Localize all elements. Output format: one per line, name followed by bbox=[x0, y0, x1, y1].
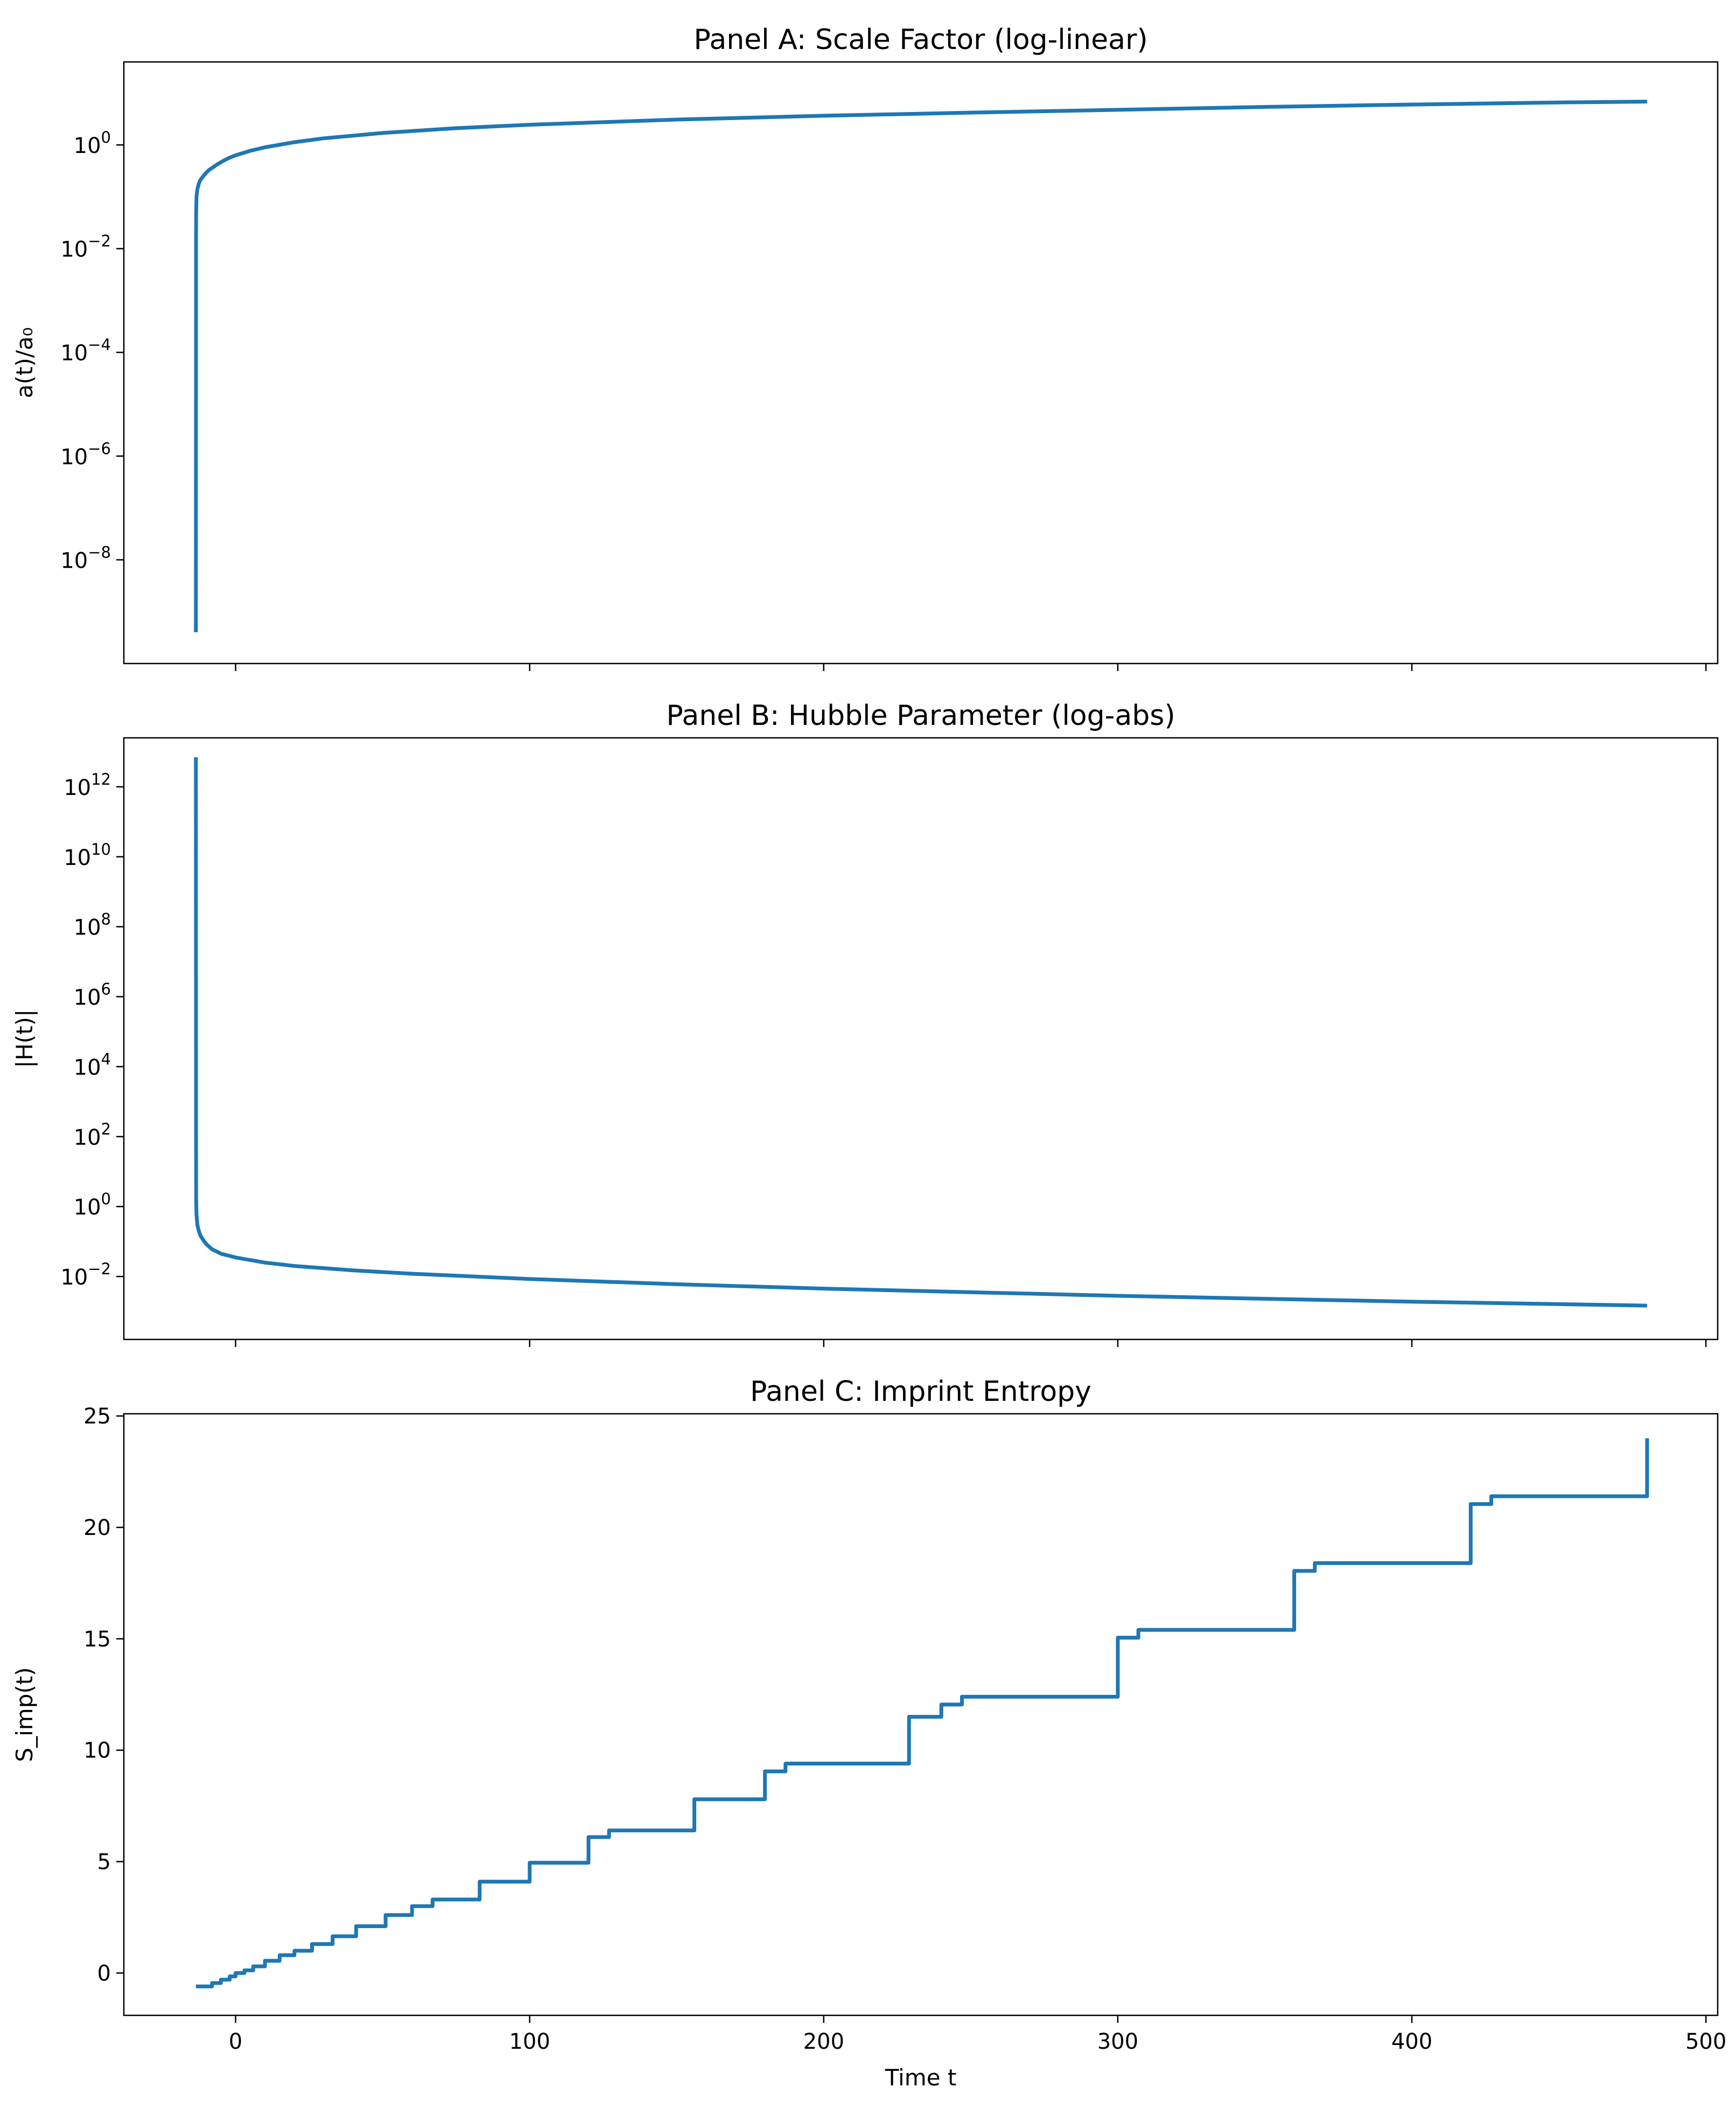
panel-c-y-tick-label: 25 bbox=[83, 1404, 111, 1429]
panel-c-title: Panel C: Imprint Entropy bbox=[750, 1376, 1091, 1408]
panel-c-x-tick-label: 0 bbox=[229, 2029, 242, 2054]
panel-b-y-tick-label: 10−2 bbox=[60, 1260, 111, 1290]
panel-c-x-tick-label: 500 bbox=[1685, 2029, 1726, 2054]
panel-b-y-tick-label: 104 bbox=[74, 1050, 111, 1080]
panel-a-y-tick-label: 10−2 bbox=[60, 232, 111, 262]
panel-b-y-axis-label: |H(t)| bbox=[11, 1009, 38, 1068]
panel-c-x-tick-label: 100 bbox=[509, 2029, 550, 2054]
panel-b-y-tick-label: 100 bbox=[74, 1190, 111, 1220]
panel-c-x-axis-label: Time t bbox=[885, 2064, 957, 2091]
panel-b: Panel B: Hubble Parameter (log-abs) |H(t)… bbox=[11, 700, 1719, 1347]
panel-c-y-tick-label: 0 bbox=[97, 1961, 111, 1986]
panel-a-y-tick-label: 10−8 bbox=[60, 543, 111, 573]
panel-c-y-tick-label: 15 bbox=[83, 1627, 111, 1652]
panel-b-y-tick-label: 1012 bbox=[64, 770, 111, 800]
panel-b-y-tick-label: 108 bbox=[74, 910, 111, 940]
panel-b-frame bbox=[123, 737, 1719, 1341]
panel-b-y-tick-label: 106 bbox=[74, 980, 111, 1010]
panel-c-frame bbox=[123, 1413, 1719, 2016]
panel-a-y-axis-label: a(t)/a₀ bbox=[11, 327, 38, 399]
panel-a-frame bbox=[123, 61, 1719, 665]
panel-c-y-tick-label: 20 bbox=[83, 1516, 111, 1540]
panel-a-title: Panel A: Scale Factor (log-linear) bbox=[694, 24, 1147, 56]
panel-a: Panel A: Scale Factor (log-linear) a(t)/a… bbox=[11, 24, 1719, 671]
panel-a-series-line bbox=[194, 100, 1647, 633]
panel-c-x-tick-label: 400 bbox=[1391, 2029, 1432, 2054]
panel-b-y-tick-label: 102 bbox=[74, 1120, 111, 1150]
panel-c-y-tick-label: 5 bbox=[97, 1850, 111, 1875]
panel-c-x-tick-label: 200 bbox=[803, 2029, 844, 2054]
panel-c-y-axis-label: S_imp(t) bbox=[11, 1667, 38, 1762]
panel-c-x-tick-label: 300 bbox=[1097, 2029, 1138, 2054]
panel-b-series-line bbox=[194, 757, 1647, 1308]
panel-c-series-line bbox=[195, 1438, 1649, 1988]
panel-c-y-tick-label: 10 bbox=[83, 1739, 111, 1763]
panel-a-y-tick-label: 10−4 bbox=[60, 336, 111, 366]
panel-a-y-tick-label: 100 bbox=[74, 128, 111, 158]
panel-b-y-tick-label: 1010 bbox=[64, 840, 111, 870]
panel-b-title: Panel B: Hubble Parameter (log-abs) bbox=[666, 700, 1175, 732]
panel-a-y-tick-label: 10−6 bbox=[60, 439, 111, 470]
